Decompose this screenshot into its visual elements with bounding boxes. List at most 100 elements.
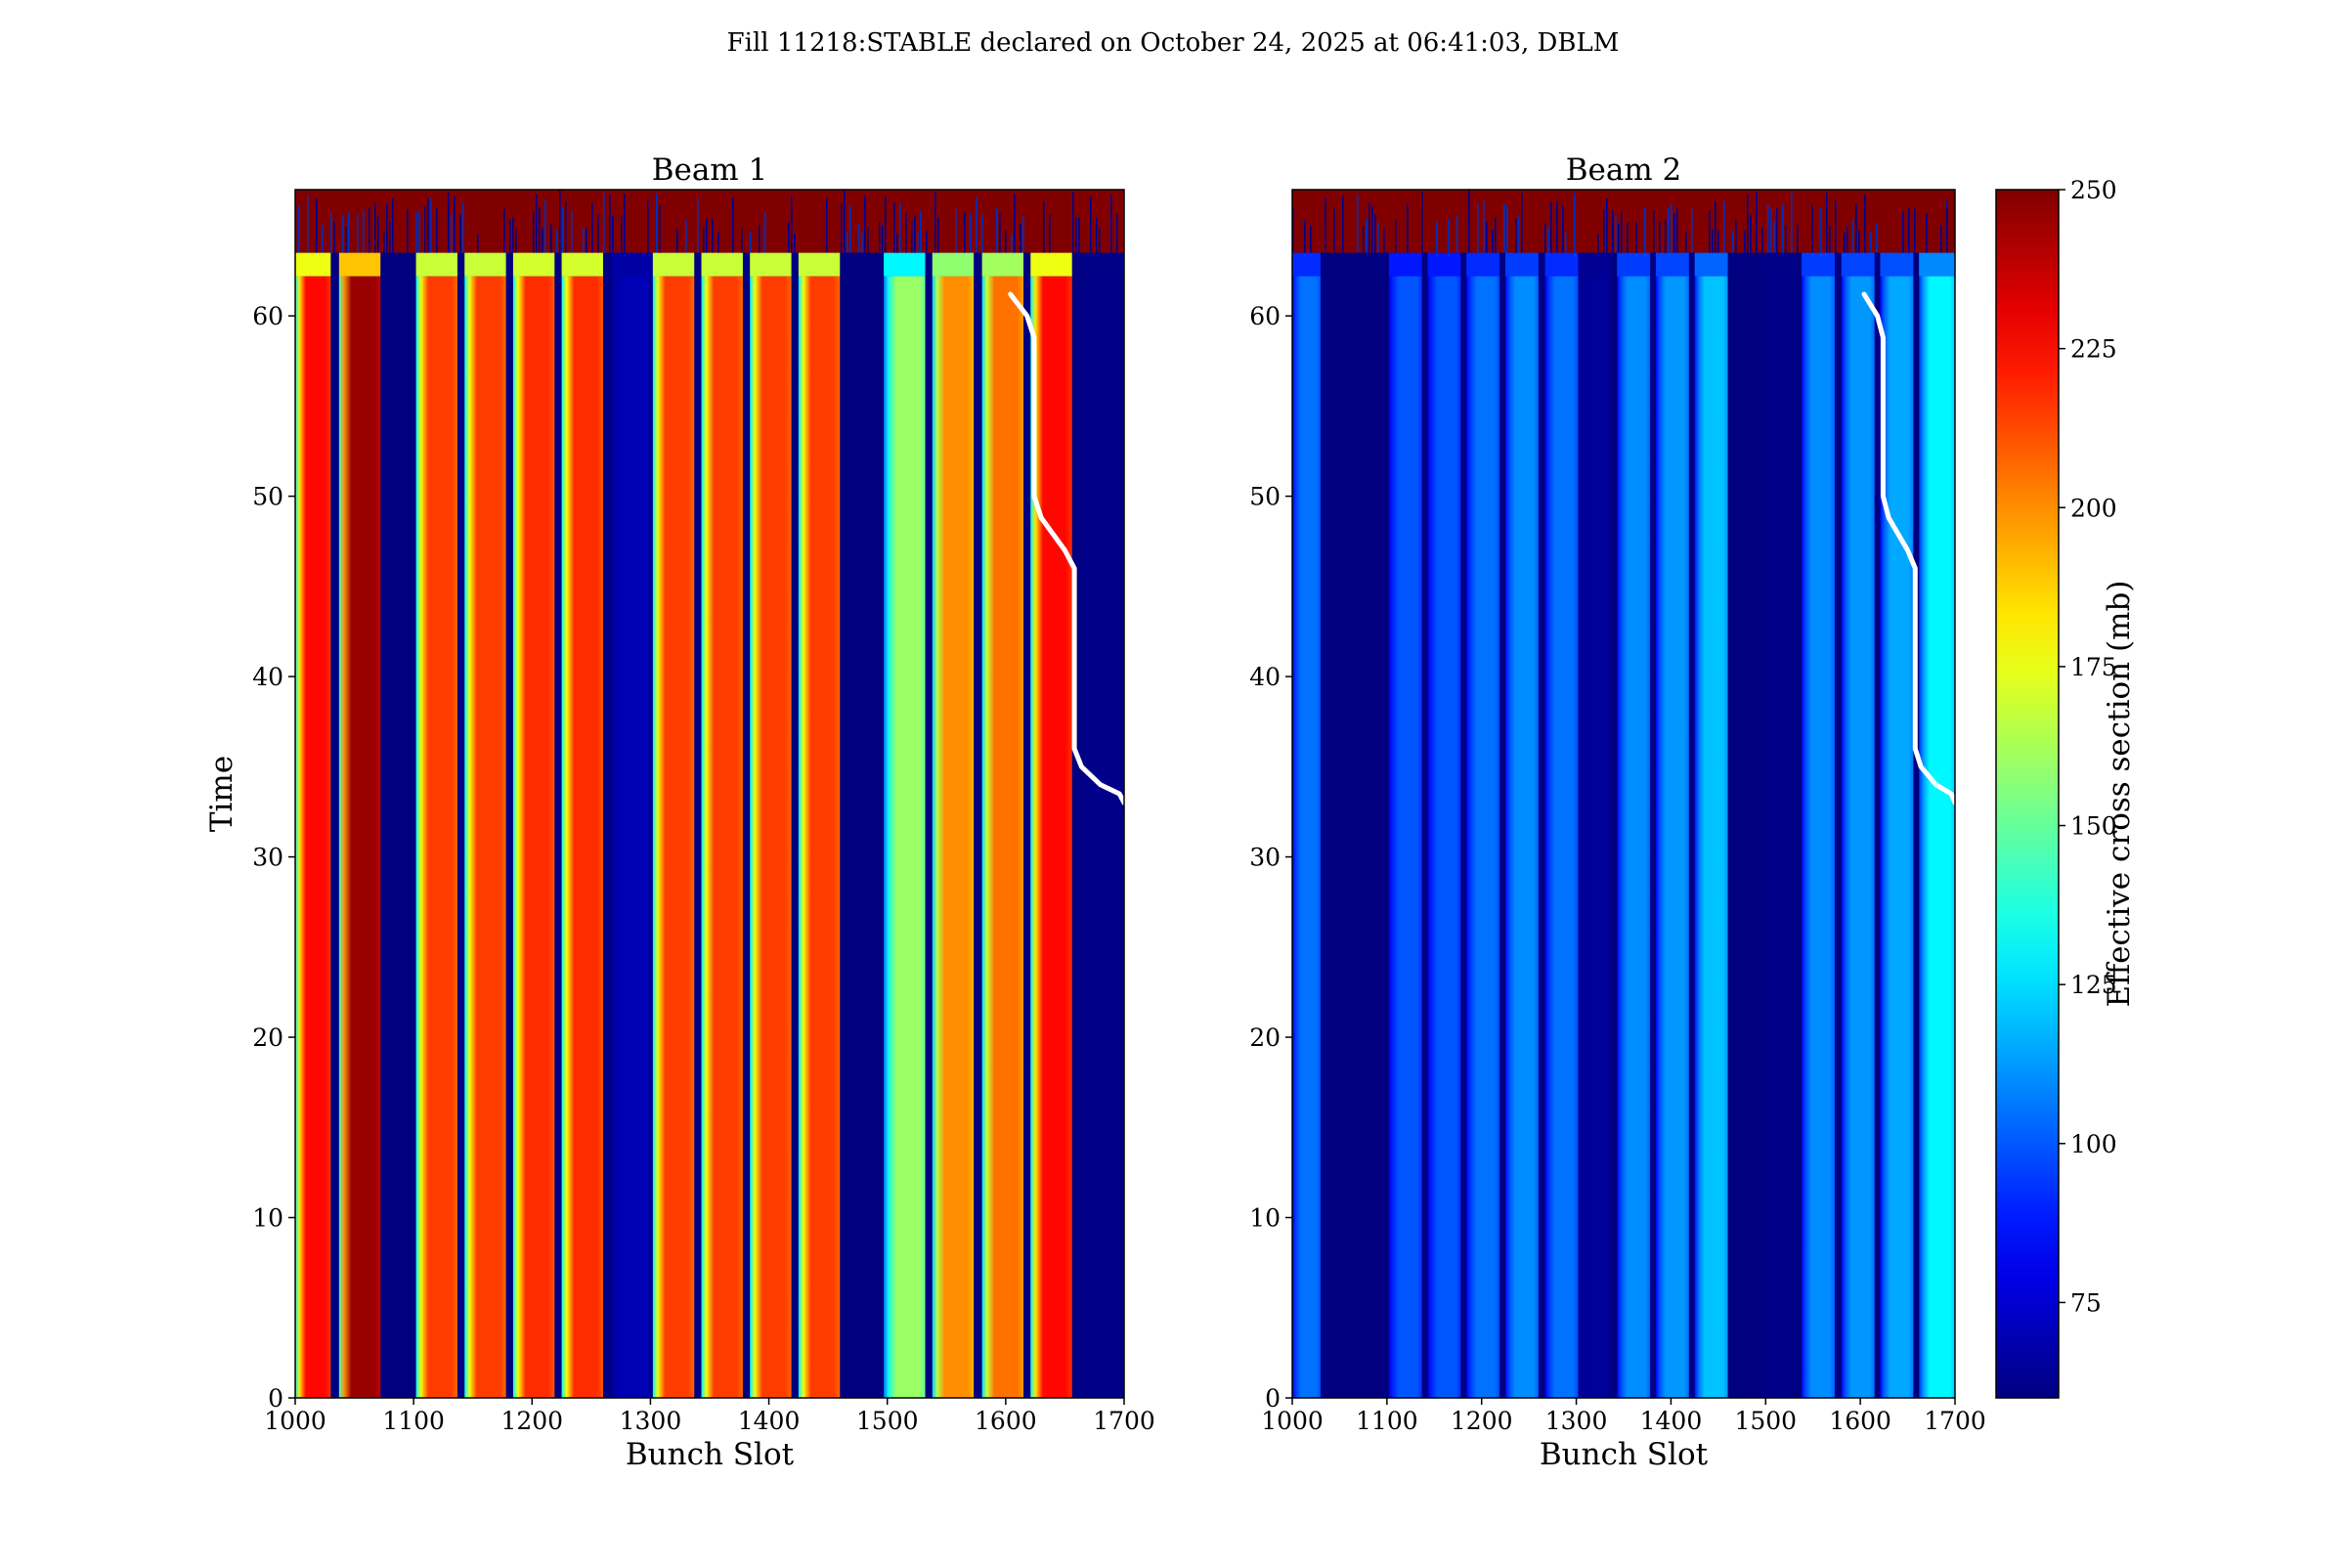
noise-stroke bbox=[647, 198, 649, 253]
y-tick-label: 30 bbox=[252, 844, 283, 872]
noise-stroke bbox=[1618, 224, 1620, 253]
heatmap-noise-region bbox=[295, 190, 1124, 253]
noise-stroke bbox=[955, 208, 957, 253]
noise-stroke bbox=[322, 224, 324, 253]
noise-stroke bbox=[1436, 221, 1438, 253]
noise-stroke bbox=[914, 215, 916, 253]
noise-stroke bbox=[1723, 200, 1725, 253]
heatmap-train bbox=[338, 276, 381, 1398]
noise-stroke bbox=[1075, 217, 1077, 253]
noise-stroke bbox=[503, 208, 505, 253]
heatmap-train bbox=[1326, 276, 1361, 1398]
heatmap-train-start bbox=[1504, 252, 1539, 277]
noise-stroke bbox=[1782, 204, 1784, 253]
noise-stroke bbox=[1363, 226, 1365, 253]
noise-stroke bbox=[1342, 196, 1344, 253]
noise-stroke bbox=[612, 215, 614, 253]
noise-stroke bbox=[1712, 229, 1714, 253]
heatmap-train-start bbox=[1617, 252, 1651, 277]
noise-stroke bbox=[345, 227, 347, 253]
colorbar-tick-label: 175 bbox=[2070, 653, 2117, 681]
noise-stroke bbox=[1518, 215, 1520, 253]
noise-stroke bbox=[348, 211, 350, 253]
noise-stroke bbox=[1377, 222, 1379, 253]
noise-stroke bbox=[1747, 194, 1749, 253]
noise-stroke bbox=[1685, 231, 1687, 253]
noise-stroke bbox=[934, 191, 936, 253]
noise-stroke bbox=[1797, 225, 1799, 253]
noise-stroke bbox=[415, 212, 417, 253]
colorbar-tick-label: 75 bbox=[2070, 1288, 2102, 1317]
heatmap-train bbox=[1880, 276, 1914, 1398]
noise-stroke bbox=[1829, 226, 1831, 253]
heatmap-train bbox=[611, 276, 653, 1398]
noise-stroke bbox=[1468, 190, 1470, 253]
heatmap-train-start bbox=[1802, 252, 1835, 277]
heatmap-train bbox=[512, 276, 555, 1398]
noise-stroke bbox=[1744, 230, 1746, 253]
noise-stroke bbox=[536, 195, 538, 253]
heatmap-train-start bbox=[1388, 252, 1422, 277]
y-tick-label: 50 bbox=[252, 483, 283, 511]
heatmap-train bbox=[981, 276, 1024, 1398]
noise-stroke bbox=[1940, 225, 1942, 253]
heatmap-train-start bbox=[512, 252, 555, 277]
y-tick-label: 0 bbox=[268, 1384, 283, 1413]
noise-stroke bbox=[867, 227, 869, 253]
heatmap-train-start bbox=[701, 252, 743, 277]
noise-stroke bbox=[703, 227, 705, 253]
noise-stroke bbox=[1665, 219, 1667, 253]
noise-stroke bbox=[1304, 219, 1306, 253]
noise-stroke bbox=[1846, 226, 1848, 253]
noise-stroke bbox=[1357, 194, 1359, 253]
y-tick-label: 40 bbox=[1249, 663, 1281, 691]
noise-stroke bbox=[1732, 231, 1734, 253]
heatmap-train bbox=[1030, 276, 1072, 1398]
panel-beam-1: 1000 1100 1200 1300 1400 1500 1600 1700 0 10 20 30 4… bbox=[204, 152, 1155, 1472]
heatmap-train bbox=[1427, 276, 1461, 1398]
y-tick-label: 60 bbox=[1249, 302, 1281, 330]
noise-stroke bbox=[1022, 216, 1024, 253]
noise-stroke bbox=[333, 221, 335, 253]
noise-stroke bbox=[316, 198, 318, 253]
noise-stroke bbox=[1011, 233, 1013, 253]
noise-stroke bbox=[1717, 231, 1719, 253]
heatmap-train bbox=[1466, 276, 1500, 1398]
noise-stroke bbox=[1761, 227, 1763, 253]
noise-stroke bbox=[676, 228, 678, 253]
noise-stroke bbox=[451, 213, 453, 253]
noise-stroke bbox=[392, 197, 394, 253]
noise-stroke bbox=[1603, 209, 1605, 253]
noise-stroke bbox=[1371, 205, 1373, 253]
heatmap-train-start bbox=[1762, 252, 1797, 277]
x-tick-label: 1200 bbox=[500, 1407, 563, 1435]
noise-stroke bbox=[454, 196, 456, 253]
noise-stroke bbox=[459, 214, 461, 253]
noise-stroke bbox=[893, 202, 895, 253]
heatmap-train-start bbox=[1078, 252, 1124, 277]
noise-stroke bbox=[1562, 205, 1564, 253]
noise-stroke bbox=[1486, 221, 1488, 253]
y-tick-label: 10 bbox=[252, 1204, 283, 1233]
heatmap-train bbox=[932, 276, 975, 1398]
noise-stroke bbox=[1049, 214, 1051, 253]
noise-stroke bbox=[1565, 233, 1567, 253]
colorbar-gradient bbox=[1996, 190, 2059, 1398]
heatmap-train-start bbox=[1655, 252, 1689, 277]
noise-stroke bbox=[656, 194, 658, 253]
noise-stroke bbox=[1043, 200, 1045, 253]
noise-stroke bbox=[879, 221, 881, 253]
noise-stroke bbox=[1014, 194, 1016, 253]
heatmap-train-start bbox=[1292, 252, 1322, 277]
noise-stroke bbox=[1544, 223, 1546, 253]
noise-stroke bbox=[885, 196, 887, 253]
heatmap-train bbox=[1919, 276, 1955, 1398]
axes-frame bbox=[1291, 189, 1956, 1399]
noise-stroke bbox=[624, 194, 626, 253]
x-tick-label: 1100 bbox=[1356, 1407, 1418, 1435]
noise-stroke bbox=[999, 213, 1001, 253]
heatmap-noise bbox=[1292, 190, 1948, 253]
noise-stroke bbox=[1333, 208, 1335, 253]
noise-stroke bbox=[1673, 213, 1675, 253]
heatmap-train-start bbox=[1030, 252, 1072, 277]
